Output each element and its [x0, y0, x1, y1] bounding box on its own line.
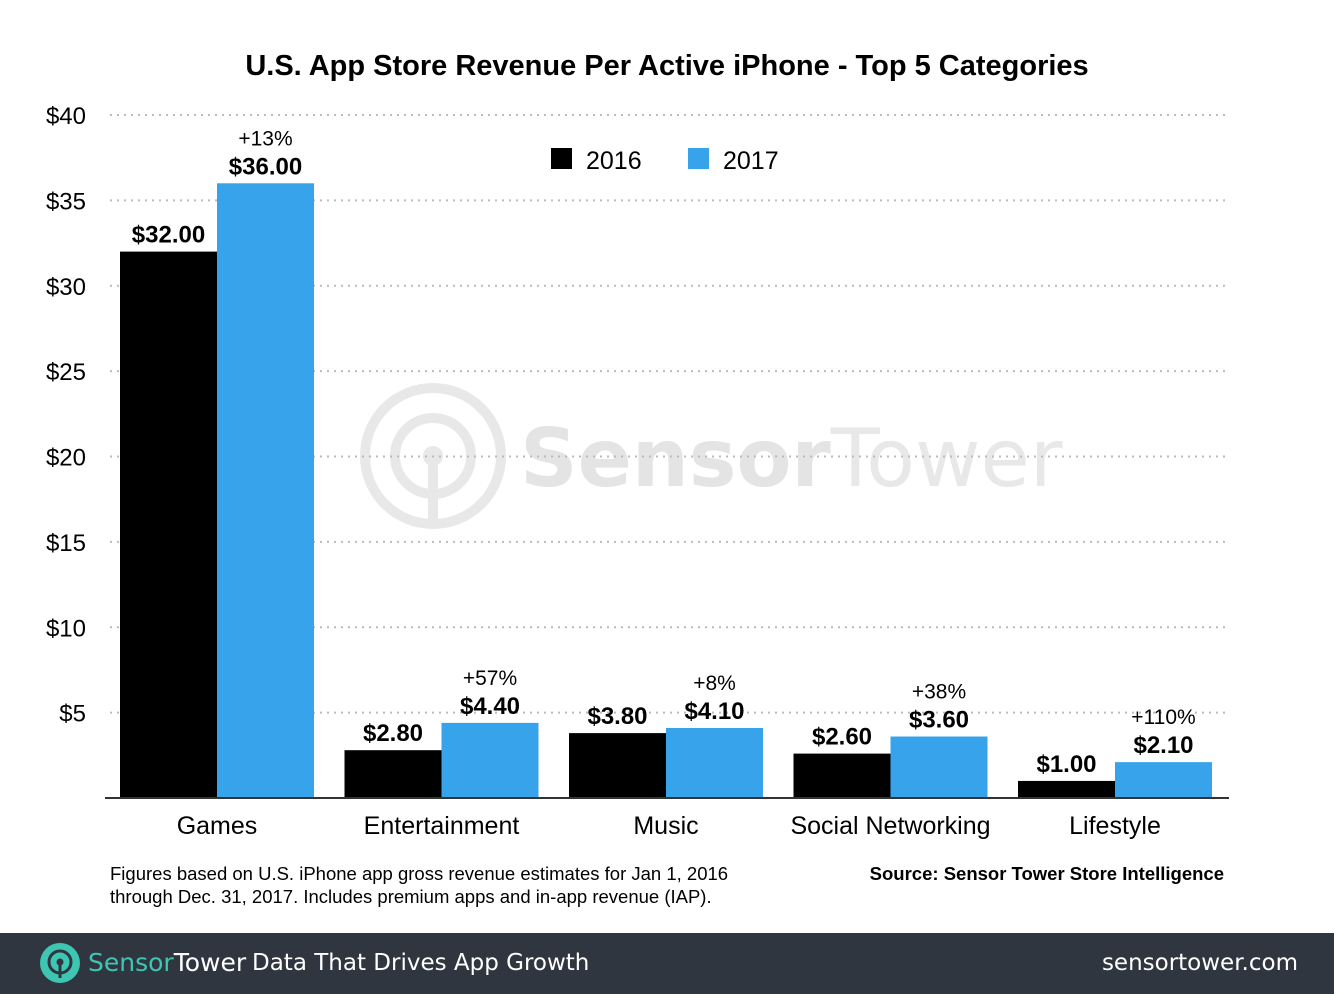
bar-2016-social-networking — [793, 753, 891, 798]
category-label: Lifestyle — [1069, 812, 1161, 840]
bar-2017-music — [666, 727, 763, 798]
footnote-line-1: Figures based on U.S. iPhone app gross r… — [110, 863, 729, 884]
source-note: Source: Sensor Tower Store Intelligence — [869, 863, 1224, 884]
value-label-2016: $1.00 — [1036, 751, 1096, 778]
legend: 2016 2017 — [551, 147, 779, 175]
value-label-2017: $2.10 — [1133, 732, 1193, 759]
x-axis-categories: Games Entertainment Music Social Networking… — [177, 812, 1161, 840]
footer-brand: SensorTower — [88, 947, 246, 979]
bar-2016-games — [120, 251, 217, 799]
y-tick-label: $35 — [46, 188, 86, 215]
y-tick-label: $15 — [46, 530, 86, 557]
footer-url[interactable]: sensortower.com — [1101, 950, 1298, 976]
category-label: Entertainment — [364, 812, 520, 840]
y-tick-label: $10 — [46, 615, 86, 642]
y-axis-ticks: $5 $10 $15 $20 $25 $30 $35 $40 — [46, 103, 86, 728]
value-label-2017: $4.10 — [684, 698, 744, 725]
value-label-2017: $4.40 — [460, 693, 520, 720]
watermark-brand-part2: Tower — [830, 412, 1063, 505]
y-tick-label: $20 — [46, 445, 86, 472]
sensor-tower-watermark: SensorTower — [360, 383, 1063, 529]
watermark-brand: SensorTower — [520, 412, 1063, 505]
value-label-2016: $2.80 — [363, 720, 423, 747]
category-label: Social Networking — [790, 812, 990, 840]
bar-2016-lifestyle — [1018, 780, 1115, 798]
category-label: Music — [633, 812, 698, 840]
legend-label-2017: 2017 — [723, 147, 779, 175]
footnote-line-2: through Dec. 31, 2017. Includes premium … — [110, 886, 712, 907]
growth-label: +13% — [238, 127, 292, 150]
value-label-2016: $2.60 — [812, 724, 872, 751]
legend-label-2016: 2016 — [586, 147, 642, 175]
y-tick-label: $40 — [46, 103, 86, 130]
value-label-2016: $3.80 — [587, 703, 647, 730]
chart-title: U.S. App Store Revenue Per Active iPhone… — [245, 50, 1088, 82]
value-label-2017: $3.60 — [909, 707, 969, 734]
footer-bar: SensorTower Data That Drives App Growth … — [0, 933, 1334, 994]
legend-swatch-2016 — [551, 148, 572, 169]
legend-swatch-2017 — [688, 148, 709, 169]
sensor-tower-logo-icon — [40, 943, 80, 983]
growth-label: +110% — [1131, 706, 1195, 729]
y-tick-label: $30 — [46, 274, 86, 301]
growth-label: +8% — [693, 672, 736, 695]
y-tick-label: $25 — [46, 359, 86, 386]
growth-label: +38% — [912, 681, 966, 704]
y-tick-label: $5 — [59, 701, 86, 728]
footer-brand-part1: Sensor — [88, 948, 174, 977]
value-label-2016: $32.00 — [132, 222, 205, 249]
category-label: Games — [177, 812, 258, 840]
footnote: Figures based on U.S. iPhone app gross r… — [110, 862, 810, 908]
bar-2017-games — [217, 183, 314, 799]
watermark-brand-part1: Sensor — [520, 412, 831, 505]
sensor-tower-logo-icon — [360, 383, 506, 529]
data-labels: $32.00 $36.00 +13% $2.80 $4.40 +57% $3.80 $4.10… — [132, 127, 1196, 778]
bar-2016-music — [569, 733, 666, 798]
value-label-2017: $36.00 — [229, 153, 302, 180]
bar-2017-social-networking — [890, 736, 988, 798]
bars — [120, 183, 1212, 799]
footer-brand-part2: Tower — [173, 948, 247, 977]
bar-2017-entertainment — [441, 722, 539, 798]
bar-chart: SensorTower U.S. App Store Revenue Per A… — [46, 50, 1229, 840]
bar-2016-entertainment — [344, 750, 442, 798]
bar-2017-lifestyle — [1115, 762, 1212, 798]
footer-tagline: Data That Drives App Growth — [252, 950, 590, 976]
growth-label: +57% — [463, 667, 517, 690]
